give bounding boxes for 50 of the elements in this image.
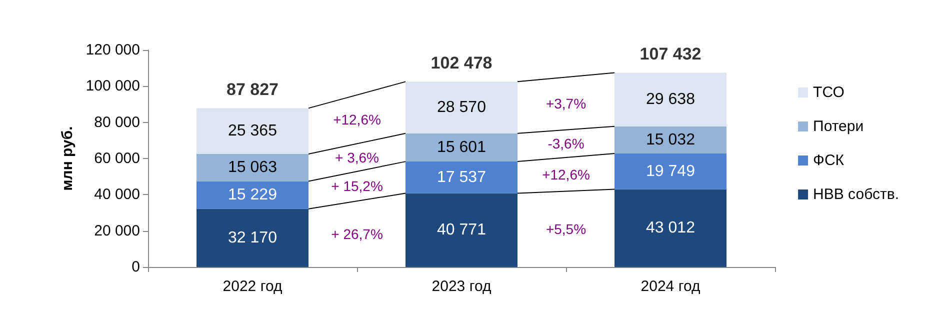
bar: [406, 162, 518, 194]
y-axis-title: млн руб.: [58, 126, 76, 191]
total-label: 87 827: [226, 80, 278, 100]
bar: [406, 133, 518, 162]
data-label: 25 365: [228, 122, 278, 140]
bar: [614, 126, 726, 154]
annotation: +5,5%: [546, 221, 586, 238]
y-tick-label: 100 000: [86, 78, 140, 95]
data-label: 15 601: [437, 138, 486, 156]
bar: [196, 108, 308, 154]
y-tick-label: 120 000: [86, 42, 140, 58]
total-label: 107 432: [640, 44, 702, 64]
bar: [614, 189, 726, 267]
data-label: 17 537: [437, 168, 486, 186]
annotation: + 15,2%: [331, 178, 383, 194]
total-label: 102 478: [430, 54, 492, 73]
data-label: 15 032: [646, 131, 696, 148]
bar: [196, 208, 308, 267]
data-label: 15 063: [228, 159, 278, 176]
x-tick-label: 2022 год: [222, 278, 282, 295]
annotation: +12,6%: [333, 111, 381, 128]
data-label: 28 570: [437, 99, 486, 116]
bar: [614, 72, 726, 126]
annotation: + 26,7%: [331, 226, 383, 242]
y-tick-label: 60 000: [94, 150, 140, 167]
bar: [406, 193, 518, 267]
legend-label: ТСО: [813, 84, 844, 101]
legend-label: Потери: [813, 118, 864, 135]
data-label: 40 771: [437, 222, 486, 239]
data-label: 43 012: [646, 220, 696, 237]
legend-label: НВВ собств.: [813, 186, 900, 203]
bar: [614, 154, 726, 190]
annotation: -3,6%: [548, 136, 584, 152]
bar: [196, 181, 308, 209]
y-tick-label: 20 000: [94, 222, 140, 240]
bar: [406, 82, 518, 134]
data-label: 32 170: [228, 229, 278, 246]
y-tick-label: 80 000: [94, 114, 140, 131]
bar: [196, 154, 308, 182]
data-label: 19 749: [646, 162, 696, 180]
data-label: 29 638: [646, 91, 696, 108]
annotation: + 3,6%: [335, 150, 379, 166]
legend-label: ФСК: [813, 152, 844, 169]
x-tick-label: 2023 год: [432, 278, 492, 295]
annotation: +12,6%: [542, 166, 590, 182]
data-label: 15 229: [228, 186, 278, 204]
y-tick-label: 40 000: [94, 186, 140, 204]
annotation: +3,7%: [546, 96, 586, 112]
y-tick-label: 0: [132, 258, 140, 276]
x-tick-label: 2024 год: [640, 278, 700, 295]
